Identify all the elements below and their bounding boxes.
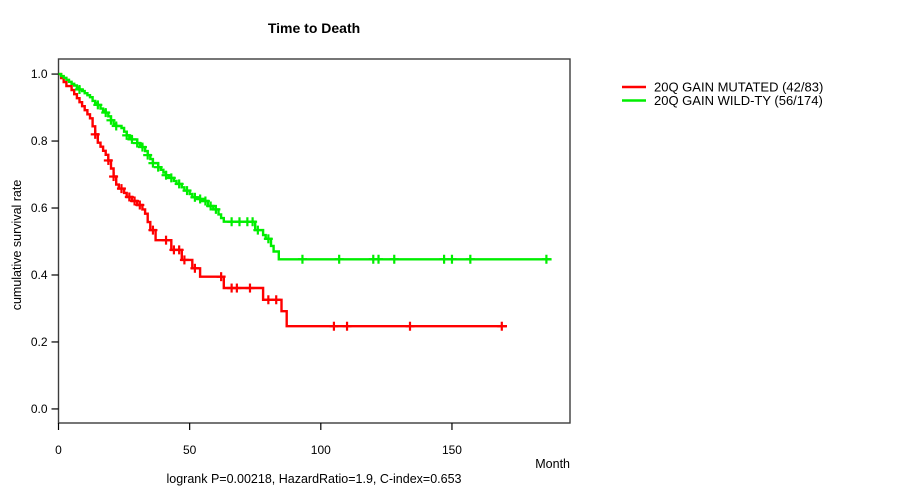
x-tick-label: 150 <box>442 443 462 457</box>
chart-title: Time to Death <box>268 20 360 36</box>
y-tick-label: 0.4 <box>31 268 48 282</box>
x-axis-label: Month <box>535 457 570 471</box>
y-tick-label: 0.2 <box>31 335 48 349</box>
survival-curves <box>58 72 552 331</box>
y-axis-label: cumulative survival rate <box>10 180 24 311</box>
survival-curve-1 <box>58 72 552 261</box>
censor-ticks-0 <box>90 129 507 331</box>
x-tick-label: 100 <box>311 443 331 457</box>
legend: 20Q GAIN MUTATED (42/83) 20Q GAIN WILD-T… <box>622 80 823 108</box>
y-tick-label: 0.8 <box>31 134 48 148</box>
axes: 0 50 100 150 1.0 0.8 0.6 0.4 0.2 0.0 <box>31 67 462 457</box>
legend-label-wildtype: 20Q GAIN WILD-TY (56/174) <box>654 93 823 108</box>
stats-annotation: logrank P=0.00218, HazardRatio=1.9, C-in… <box>167 472 462 486</box>
x-tick-label: 0 <box>55 443 62 457</box>
legend-label-mutated: 20Q GAIN MUTATED (42/83) <box>654 80 823 95</box>
y-tick-label: 0.0 <box>31 402 48 416</box>
plot-border <box>57 58 571 424</box>
censor-ticks-1 <box>74 84 551 264</box>
y-tick-label: 0.6 <box>31 201 48 215</box>
x-tick-label: 50 <box>183 443 197 457</box>
y-tick-label: 1.0 <box>31 67 48 81</box>
survival-curve-0 <box>58 72 507 328</box>
